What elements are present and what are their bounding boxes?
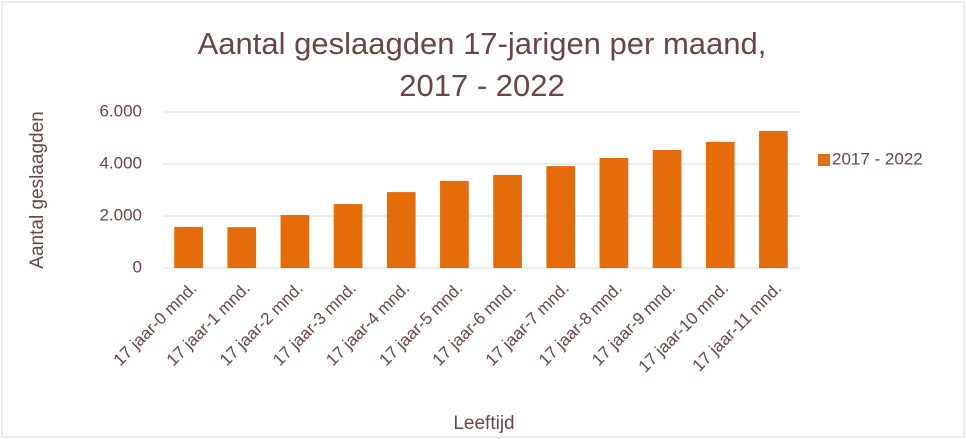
bar	[546, 166, 576, 268]
bar	[174, 226, 203, 268]
legend-swatch	[818, 154, 830, 166]
bar	[705, 141, 735, 268]
chart-title: 2017 - 2022	[399, 68, 564, 103]
bar	[599, 158, 629, 268]
bar	[386, 192, 416, 268]
chart-title: Aantal geslaagden 17-jarigen per maand,	[198, 26, 767, 61]
y-tick-label: 4.000	[99, 153, 142, 172]
legend-label: 2017 - 2022	[832, 149, 923, 168]
bar	[652, 149, 682, 268]
y-tick-label: 6.000	[99, 101, 142, 120]
y-axis-label: Aantal geslaagden	[27, 111, 48, 268]
bar	[280, 214, 310, 268]
bar	[333, 204, 363, 268]
bar	[759, 130, 788, 268]
bar	[440, 180, 469, 268]
y-tick-label: 0	[133, 257, 142, 276]
bar	[227, 227, 257, 268]
bar	[493, 174, 522, 268]
y-tick-label: 2.000	[99, 205, 142, 224]
x-axis-label: Leeftijd	[453, 413, 514, 434]
